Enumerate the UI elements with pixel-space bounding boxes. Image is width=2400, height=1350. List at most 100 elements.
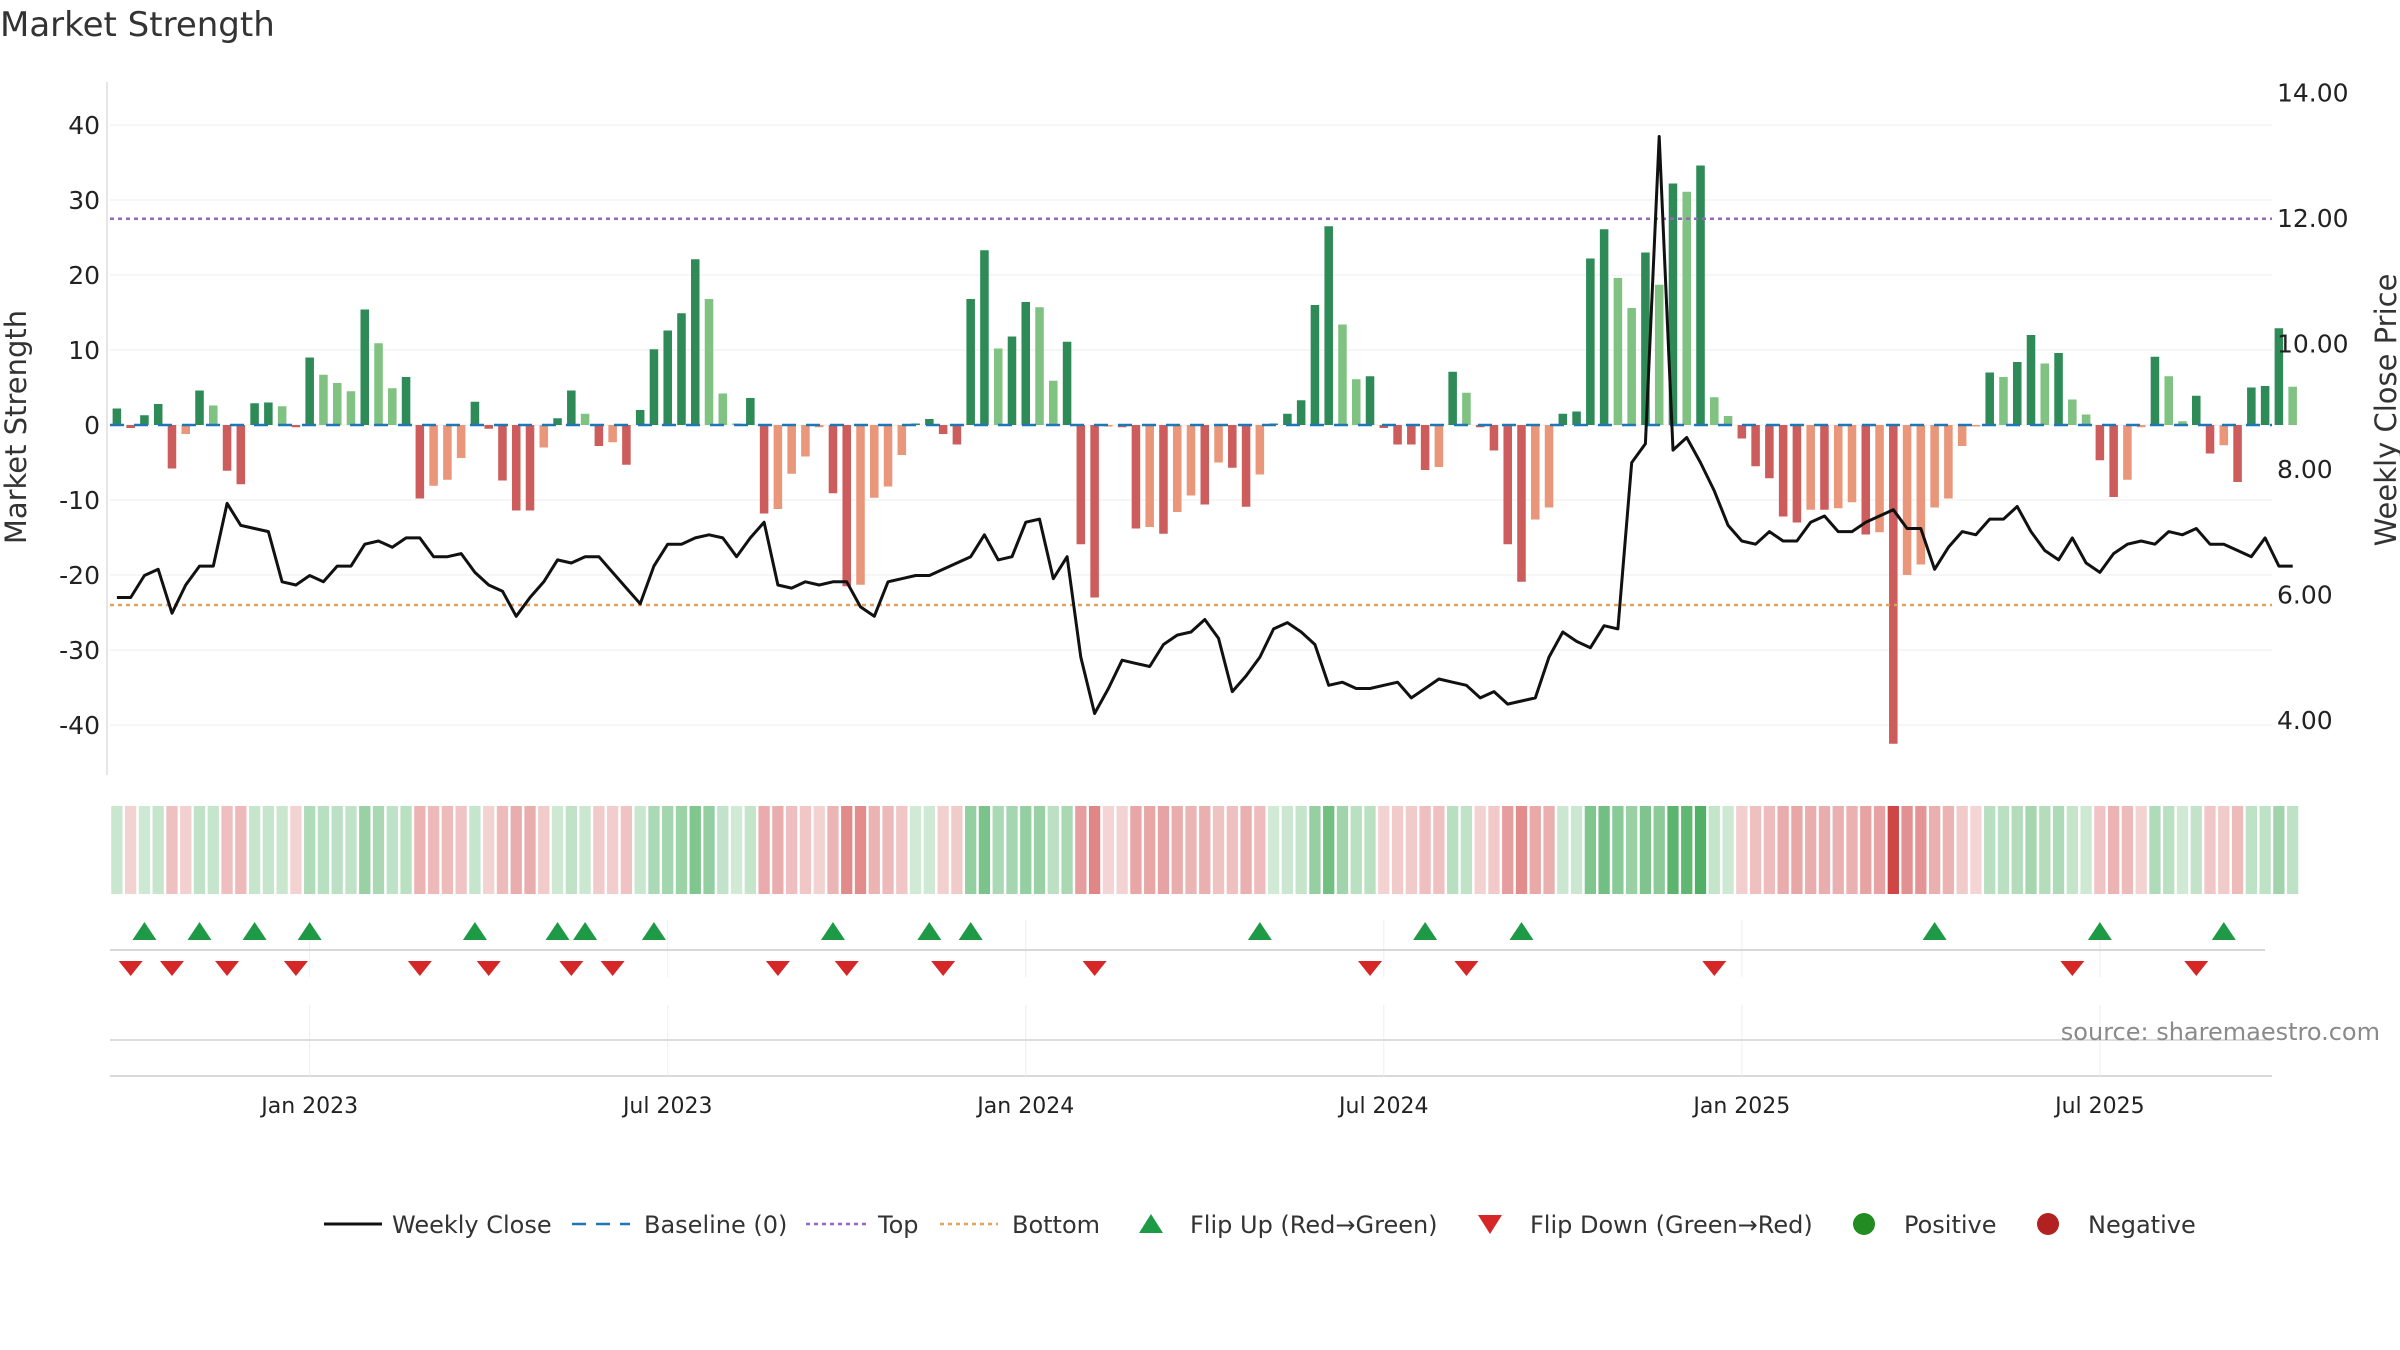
strength-bar	[1806, 425, 1815, 510]
heat-cell	[345, 806, 357, 894]
x-tick-label: Jan 2024	[975, 1094, 1074, 1119]
legend-weekly-close: Weekly Close	[392, 1211, 552, 1239]
heat-cell	[1033, 806, 1046, 894]
heat-cell	[1446, 806, 1459, 894]
strength-bar	[222, 425, 232, 471]
heat-cell	[868, 806, 880, 894]
heat-cell	[1984, 806, 1996, 894]
strength-bar	[1076, 425, 1086, 545]
heat-cell	[207, 806, 219, 894]
strength-bar	[690, 259, 700, 425]
strength-bar	[1186, 425, 1196, 496]
heat-cell	[1171, 806, 1183, 894]
strength-bar	[1462, 392, 1471, 425]
strength-bar	[2164, 376, 2173, 425]
flip-up-marker	[1247, 922, 1272, 940]
strength-bar	[153, 404, 163, 425]
legend-positive-icon	[1853, 1213, 1875, 1235]
heat-cell	[909, 806, 922, 894]
heat-cell	[730, 806, 743, 894]
heat-cell	[1997, 806, 2010, 894]
legend-flip-down-icon	[1478, 1215, 1502, 1234]
heat-cell	[1157, 806, 1170, 894]
flip-up-marker	[2087, 922, 2112, 940]
heat-cell	[813, 806, 825, 894]
heat-cell	[1502, 806, 1514, 894]
strength-bar	[1228, 425, 1237, 468]
legend-flip-up: Flip Up (Red→Green)	[1190, 1211, 1438, 1239]
legend-negative: Negative	[2088, 1211, 2196, 1239]
y-tick-label: 40	[68, 111, 100, 140]
flip-down-marker	[834, 961, 859, 976]
heat-cell	[1818, 806, 1831, 894]
heat-cell	[427, 806, 440, 894]
heat-cell	[1873, 806, 1886, 894]
strength-bar	[759, 425, 769, 514]
y-tick-label: 10	[68, 336, 100, 365]
strength-bar	[126, 425, 135, 428]
heat-cell	[827, 806, 839, 894]
legend-negative-icon	[2037, 1213, 2059, 1235]
heat-cell	[1570, 806, 1583, 894]
heat-cell	[854, 806, 867, 894]
legend-flip-down: Flip Down (Green→Red)	[1530, 1211, 1813, 1239]
strength-bar	[1530, 425, 1540, 520]
strength-bar	[2274, 328, 2284, 425]
strength-bar	[1172, 425, 1182, 512]
flip-up-marker	[917, 922, 942, 940]
strength-bar	[539, 425, 549, 448]
strength-bar	[456, 425, 466, 458]
heat-cell	[992, 806, 1004, 894]
strength-bar	[1999, 377, 2008, 425]
strength-bar	[1448, 371, 1457, 425]
strength-bar	[580, 413, 590, 425]
heat-cell	[1281, 806, 1294, 894]
flip-up-marker	[1413, 922, 1438, 940]
strength-bar	[264, 402, 273, 425]
strength-bar	[567, 390, 576, 425]
strength-bar	[2205, 425, 2215, 454]
strength-bar	[856, 425, 865, 585]
strength-bar	[1338, 324, 1347, 425]
flip-down-marker	[559, 961, 584, 976]
y2-tick-label: 6.00	[2277, 580, 2333, 609]
heat-cell	[786, 806, 798, 894]
heat-cell	[125, 806, 137, 894]
y-tick-label: 30	[68, 186, 100, 215]
heat-cell	[951, 806, 963, 894]
heat-cell	[1474, 806, 1486, 894]
heat-cell	[606, 806, 619, 894]
heat-cell	[1860, 806, 1872, 894]
flip-down-marker	[600, 961, 625, 976]
heat-cell	[510, 806, 522, 894]
heat-cell	[1557, 806, 1569, 894]
strength-bar	[2178, 421, 2187, 425]
strength-bar	[622, 425, 631, 465]
strength-bar	[1654, 284, 1664, 425]
strength-bar	[594, 425, 604, 446]
strength-bar	[1930, 425, 1939, 508]
flip-up-marker	[462, 922, 487, 940]
flip-down-marker	[1358, 961, 1383, 976]
strength-bar	[1407, 425, 1416, 445]
strength-bar	[415, 425, 425, 499]
heat-cell	[1928, 806, 1941, 894]
strength-bar	[1723, 416, 1733, 425]
flip-down-marker	[1702, 961, 1727, 976]
strength-bar	[1971, 425, 1981, 427]
strength-bar	[1889, 425, 1898, 744]
heat-cell	[2080, 806, 2092, 894]
strength-bar	[1365, 376, 1375, 425]
flip-up-marker	[2211, 922, 2236, 940]
heat-cell	[1942, 806, 1955, 894]
heat-cell	[1515, 806, 1528, 894]
strength-bar	[635, 410, 645, 425]
heat-cell	[648, 806, 660, 894]
strength-bar	[429, 425, 438, 486]
heat-cell	[1405, 806, 1417, 894]
heat-cell	[1915, 806, 1927, 894]
strength-bar	[1200, 425, 1210, 505]
heat-cell	[331, 806, 343, 894]
heat-cell	[1667, 806, 1679, 894]
heat-cell	[1020, 806, 1032, 894]
